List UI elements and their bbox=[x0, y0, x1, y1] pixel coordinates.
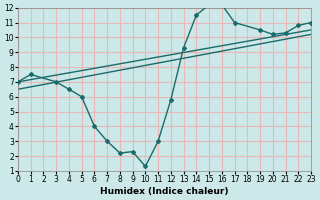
X-axis label: Humidex (Indice chaleur): Humidex (Indice chaleur) bbox=[100, 187, 229, 196]
